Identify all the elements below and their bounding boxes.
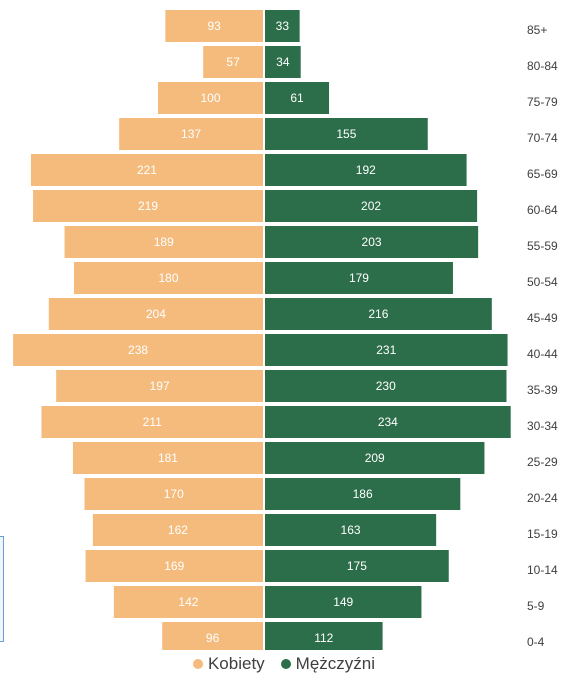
- data-label-mezczyzni-15-19: 163: [341, 523, 361, 537]
- legend-item-mezczyzni[interactable]: Mężczyźni: [280, 654, 376, 674]
- bar-mezczyzni-15-19: [265, 514, 437, 546]
- data-label-mezczyzni-45-49: 216: [368, 307, 388, 321]
- bar-kobiety-55-59: [64, 226, 263, 258]
- category-label-55-59: 55-59: [527, 239, 558, 253]
- bar-kobiety-70-74: [119, 118, 264, 150]
- data-label-kobiety-35-39: 197: [150, 379, 170, 393]
- data-label-kobiety-80-84: 57: [226, 55, 240, 69]
- data-label-kobiety-10-14: 169: [164, 559, 184, 573]
- data-label-mezczyzni-85+: 33: [276, 19, 290, 33]
- bar-mezczyzni-85+: [265, 10, 300, 42]
- bar-kobiety-25-29: [72, 442, 263, 474]
- bar-mezczyzni-0-4: [265, 622, 383, 650]
- legend-label-mezczyzni: Mężczyźni: [295, 654, 376, 673]
- data-label-kobiety-30-34: 211: [143, 415, 162, 429]
- bar-mezczyzni-45-49: [265, 298, 492, 330]
- data-label-mezczyzni-40-44: 231: [376, 343, 396, 357]
- category-label-60-64: 60-64: [527, 203, 558, 217]
- bar-mezczyzni-70-74: [265, 118, 428, 150]
- bar-kobiety-45-49: [48, 298, 263, 330]
- category-label-80-84: 80-84: [527, 59, 558, 73]
- category-label-75-79: 75-79: [527, 95, 558, 109]
- data-label-kobiety-55-59: 189: [154, 235, 174, 249]
- data-label-mezczyzni-5-9: 149: [333, 595, 353, 609]
- data-label-kobiety-0-4: 96: [206, 631, 220, 645]
- data-label-mezczyzni-55-59: 203: [362, 235, 382, 249]
- data-label-mezczyzni-50-54: 179: [349, 271, 369, 285]
- data-label-mezczyzni-25-29: 209: [365, 451, 385, 465]
- bar-kobiety-5-9: [113, 586, 264, 618]
- category-label-30-34: 30-34: [527, 419, 558, 433]
- bar-mezczyzni-10-14: [265, 550, 449, 582]
- bar-mezczyzni-20-24: [265, 478, 461, 510]
- bar-kobiety-65-69: [30, 154, 264, 186]
- bar-mezczyzni-25-29: [265, 442, 485, 474]
- data-label-mezczyzni-80-84: 34: [276, 55, 290, 69]
- side-panel-fragment: ): [0, 536, 4, 642]
- category-label-40-44: 40-44: [527, 347, 558, 361]
- bar-mezczyzni-30-34: [265, 406, 511, 438]
- bar-kobiety-10-14: [85, 550, 263, 582]
- bar-mezczyzni-60-64: [265, 190, 478, 222]
- data-label-mezczyzni-10-14: 175: [347, 559, 367, 573]
- data-label-kobiety-75-79: 100: [200, 91, 220, 105]
- category-label-0-4: 0-4: [527, 635, 545, 649]
- bar-kobiety-35-39: [56, 370, 264, 402]
- legend-item-kobiety[interactable]: Kobiety: [192, 654, 265, 674]
- bar-mezczyzni-40-44: [265, 334, 508, 366]
- category-label-20-24: 20-24: [527, 491, 558, 505]
- data-label-kobiety-60-64: 219: [138, 199, 158, 213]
- bar-mezczyzni-35-39: [265, 370, 507, 402]
- bar-kobiety-85+: [165, 10, 263, 42]
- bar-kobiety-75-79: [158, 82, 263, 114]
- chart-legend: Kobiety Mężczyźni: [0, 652, 568, 676]
- bar-mezczyzni-80-84: [265, 46, 301, 78]
- data-label-kobiety-25-29: 181: [158, 451, 178, 465]
- bar-kobiety-0-4: [162, 622, 263, 650]
- bar-mezczyzni-65-69: [265, 154, 467, 186]
- category-label-85+: 85+: [527, 23, 547, 37]
- bar-kobiety-15-19: [92, 514, 264, 546]
- data-label-kobiety-20-24: 170: [164, 487, 184, 501]
- bar-mezczyzni-75-79: [265, 82, 330, 114]
- legend-marker-mezczyzni: [280, 659, 291, 669]
- category-label-5-9: 5-9: [527, 599, 545, 613]
- data-label-kobiety-45-49: 204: [146, 307, 166, 321]
- category-label-10-14: 10-14: [527, 563, 558, 577]
- bar-kobiety-20-24: [84, 478, 263, 510]
- data-label-mezczyzni-35-39: 230: [376, 379, 396, 393]
- category-label-35-39: 35-39: [527, 383, 558, 397]
- category-label-50-54: 50-54: [527, 275, 558, 289]
- population-pyramid-chart: 93 33 85+ 57 34 80-84 100 61 75-79 137 155 70-74 221…: [13, 10, 558, 650]
- data-label-mezczyzni-60-64: 202: [361, 199, 381, 213]
- data-label-mezczyzni-75-79: 61: [290, 91, 304, 105]
- data-label-mezczyzni-70-74: 155: [336, 127, 356, 141]
- bar-kobiety-30-34: [41, 406, 264, 438]
- bar-mezczyzni-50-54: [265, 262, 453, 294]
- bar-mezczyzni-5-9: [265, 586, 422, 618]
- data-label-kobiety-40-44: 238: [128, 343, 148, 357]
- category-label-25-29: 25-29: [527, 455, 558, 469]
- data-label-mezczyzni-20-24: 186: [353, 487, 373, 501]
- data-label-kobiety-5-9: 142: [178, 595, 198, 609]
- legend-label-kobiety: Kobiety: [207, 654, 265, 673]
- data-label-kobiety-70-74: 137: [181, 127, 201, 141]
- bar-kobiety-40-44: [13, 334, 263, 366]
- category-label-45-49: 45-49: [527, 311, 558, 325]
- data-label-mezczyzni-0-4: 112: [314, 631, 333, 645]
- data-label-kobiety-50-54: 180: [158, 271, 178, 285]
- legend-marker-kobiety: [192, 659, 203, 669]
- category-label-65-69: 65-69: [527, 167, 558, 181]
- bar-kobiety-60-64: [33, 190, 263, 222]
- data-label-kobiety-65-69: 221: [137, 163, 157, 177]
- data-label-kobiety-85+: 93: [207, 19, 221, 33]
- data-label-kobiety-15-19: 162: [168, 523, 188, 537]
- data-label-mezczyzni-30-34: 234: [378, 415, 398, 429]
- bar-kobiety-80-84: [203, 46, 263, 78]
- category-label-15-19: 15-19: [527, 527, 558, 541]
- category-label-70-74: 70-74: [527, 131, 558, 145]
- bar-kobiety-50-54: [74, 262, 263, 294]
- bar-mezczyzni-55-59: [265, 226, 479, 258]
- data-label-mezczyzni-65-69: 192: [356, 163, 376, 177]
